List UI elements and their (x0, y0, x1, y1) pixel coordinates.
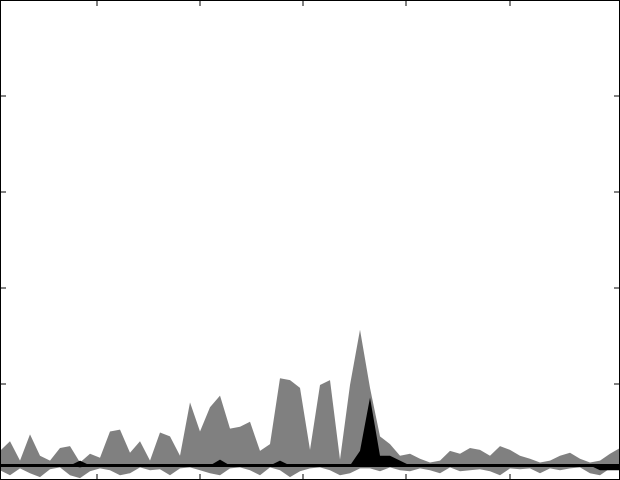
series-1-area (0, 329, 620, 479)
series-layer (0, 329, 620, 479)
